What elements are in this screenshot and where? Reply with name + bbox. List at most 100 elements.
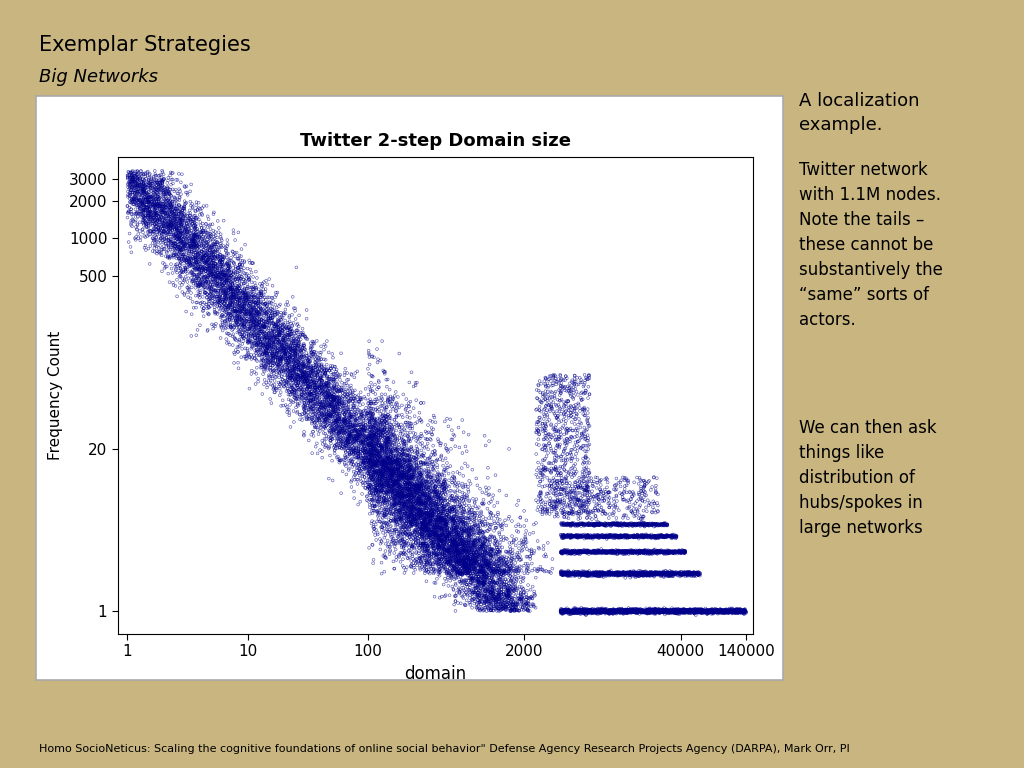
Point [158, 240, 174, 253]
Point [143, 182, 160, 194]
Point [230, 305, 247, 317]
Point [282, 389, 298, 401]
Point [584, 605, 600, 617]
Point [633, 545, 649, 557]
Point [569, 496, 586, 508]
Point [648, 545, 665, 558]
Point [499, 584, 515, 597]
Point [427, 518, 443, 530]
Point [446, 548, 463, 561]
Point [591, 532, 607, 545]
Point [502, 570, 518, 582]
Point [377, 449, 393, 461]
Point [429, 485, 445, 498]
Point [634, 604, 650, 617]
Point [590, 519, 606, 531]
Point [279, 401, 295, 413]
Point [537, 417, 553, 429]
Point [590, 488, 606, 501]
Point [428, 551, 444, 563]
Point [657, 547, 674, 559]
Point [268, 331, 285, 343]
Point [412, 539, 428, 551]
Point [609, 605, 626, 617]
Point [720, 605, 736, 617]
Point [291, 339, 307, 352]
Point [296, 370, 312, 382]
Point [552, 423, 568, 435]
Point [613, 605, 630, 617]
Point [384, 482, 400, 495]
Point [581, 518, 597, 530]
Point [676, 568, 692, 581]
Point [664, 568, 680, 580]
Point [369, 498, 385, 511]
Point [141, 167, 158, 180]
Point [303, 366, 319, 379]
Point [397, 520, 414, 532]
Point [308, 376, 325, 389]
Point [510, 592, 526, 604]
Point [451, 562, 467, 574]
Point [690, 568, 707, 580]
Point [244, 322, 260, 334]
Point [662, 604, 678, 616]
Point [634, 519, 650, 531]
Point [617, 568, 634, 580]
Point [615, 530, 632, 542]
Point [256, 350, 272, 362]
Point [378, 411, 394, 423]
Point [231, 301, 248, 313]
Point [216, 269, 232, 281]
Point [736, 604, 753, 617]
Point [327, 417, 343, 429]
Point [400, 499, 417, 511]
Point [450, 536, 466, 548]
Point [190, 279, 207, 291]
Point [208, 258, 224, 270]
Point [646, 605, 663, 617]
Point [571, 472, 588, 484]
Point [601, 604, 617, 616]
Point [467, 563, 483, 575]
Point [153, 206, 169, 218]
Point [382, 466, 398, 478]
Point [606, 546, 623, 558]
Point [349, 478, 366, 490]
Point [438, 555, 455, 568]
Point [480, 585, 497, 598]
Point [615, 548, 632, 560]
Point [677, 604, 693, 616]
Point [395, 503, 412, 515]
Point [222, 285, 239, 297]
Point [465, 547, 481, 559]
Point [347, 432, 364, 444]
Point [282, 359, 298, 371]
Point [647, 607, 664, 620]
Point [456, 490, 472, 502]
Point [121, 175, 137, 187]
Point [483, 560, 500, 572]
Point [190, 289, 207, 301]
Point [230, 319, 247, 331]
Point [318, 377, 335, 389]
Point [478, 605, 495, 617]
Point [701, 606, 718, 618]
Point [323, 376, 339, 389]
Point [605, 548, 622, 560]
Point [268, 327, 285, 339]
Point [206, 246, 222, 258]
Point [538, 406, 554, 419]
Point [571, 568, 588, 580]
Point [465, 586, 481, 598]
Point [556, 494, 572, 506]
Point [554, 568, 570, 581]
Point [446, 519, 463, 531]
Point [607, 516, 624, 528]
Point [655, 565, 672, 578]
Point [422, 494, 438, 506]
Point [328, 419, 344, 431]
Point [640, 519, 656, 531]
Point [434, 508, 451, 520]
Point [400, 452, 417, 464]
